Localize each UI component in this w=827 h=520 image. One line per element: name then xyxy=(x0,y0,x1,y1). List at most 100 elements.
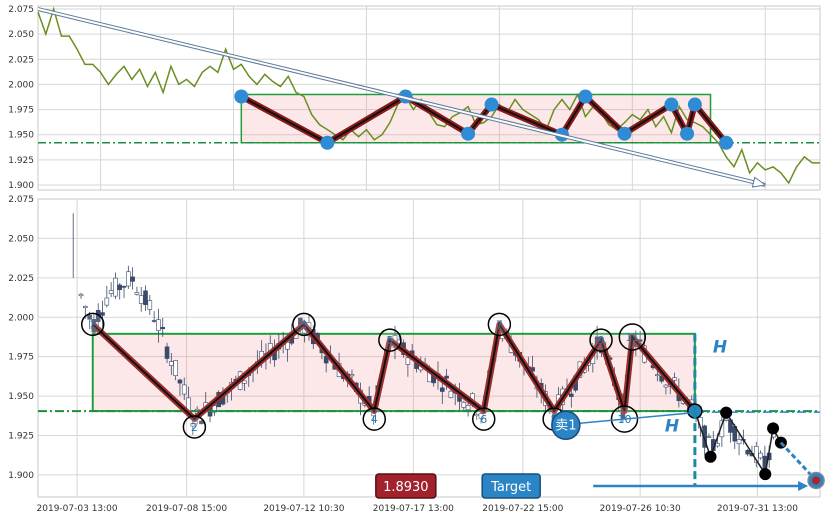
projection-point xyxy=(767,422,780,435)
candle-up xyxy=(448,390,454,398)
sell-label: 卖1 xyxy=(555,418,576,433)
pivot-marker xyxy=(292,312,316,337)
candle-up xyxy=(405,357,411,365)
top-pivot-point xyxy=(578,89,593,104)
pivot-label: 4 xyxy=(371,413,378,426)
candle-up xyxy=(126,271,131,287)
candle-up xyxy=(758,452,763,459)
bottom-y-tick-label: 1.950 xyxy=(8,392,34,402)
candle-down xyxy=(151,320,157,322)
pivot-label: 3 xyxy=(300,318,307,331)
x-tick-label: 2019-07-22 15:00 xyxy=(482,504,563,514)
candle-up xyxy=(715,443,720,447)
candle-up xyxy=(147,300,153,310)
candle-down xyxy=(143,290,148,305)
sell-marker xyxy=(551,410,581,441)
candle-down xyxy=(121,286,127,288)
top-panel-border xyxy=(37,5,821,191)
x-tick-label: 2019-07-12 10:30 xyxy=(263,504,344,514)
target-box xyxy=(481,473,541,499)
bottom-y-tick-label: 2.075 xyxy=(8,195,34,205)
candle-up xyxy=(83,305,88,308)
target-arrow-head xyxy=(798,480,809,491)
pivot-marker xyxy=(471,407,496,431)
candle-down xyxy=(160,327,166,330)
pivot-marker xyxy=(618,323,647,351)
bottom-zigzag-inner xyxy=(92,321,696,421)
bottom-candlestick-panel: 2019-07-03 13:00 2019-07-08 15:00 2019-07-… xyxy=(8,195,825,514)
top-y-tick-label: 1.900 xyxy=(8,181,34,191)
candle-down xyxy=(702,425,707,448)
candle-up xyxy=(169,361,174,366)
candle-up xyxy=(461,402,467,408)
pivot-marker xyxy=(80,312,105,337)
candle-down xyxy=(164,346,170,359)
top-consolidation-rectangle xyxy=(240,93,712,144)
candle-up xyxy=(212,405,217,413)
x-tick-label: 2019-07-03 13:00 xyxy=(37,504,118,514)
top-y-tick-label: 2.000 xyxy=(8,80,34,90)
candle-up xyxy=(478,413,484,419)
pivot-label: 6 xyxy=(480,413,487,426)
top-trend-arrow-shaft xyxy=(37,8,766,186)
candle-up xyxy=(349,374,355,377)
top-pivot-point xyxy=(719,135,734,150)
candle-down xyxy=(117,284,123,291)
pivot-marker xyxy=(487,312,512,337)
bottom-y-tick-label: 2.050 xyxy=(8,234,34,244)
pivot-label: 1 xyxy=(89,318,96,331)
pivot-marker xyxy=(378,328,402,352)
top-y-tick-label: 2.050 xyxy=(8,30,34,40)
candle-up xyxy=(663,384,669,388)
candle-up xyxy=(134,292,140,295)
candle-up xyxy=(108,290,114,294)
top-trend-arrow-head xyxy=(751,176,767,188)
candle-down xyxy=(439,387,445,392)
bottom-y-tick-label: 2.025 xyxy=(8,274,34,284)
candle-down xyxy=(87,314,92,320)
candle-up xyxy=(465,405,471,411)
height-label-lower: H xyxy=(665,417,679,437)
target-price-box xyxy=(375,473,437,499)
top-pivot-point xyxy=(687,97,702,112)
top-pivot-point xyxy=(484,97,499,112)
pivot-marker xyxy=(182,415,207,439)
top-price-panel: 1.900 1.925 1.950 1.975 2.000 2.025 2.050 2.075 xyxy=(8,5,821,191)
top-pivot-point xyxy=(664,97,679,112)
candle-up xyxy=(138,295,144,304)
x-tick-label: 2019-07-31 13:00 xyxy=(717,504,798,514)
top-pivot-point xyxy=(234,89,249,104)
pivot-label: 7 xyxy=(496,318,503,331)
x-tick-label: 2019-07-26 10:30 xyxy=(600,504,681,514)
top-y-tick-label: 2.075 xyxy=(8,5,34,15)
x-tick-label: 2019-07-08 15:00 xyxy=(146,504,227,514)
projection-point xyxy=(704,450,717,463)
candle-up xyxy=(78,293,84,297)
candle-up xyxy=(104,297,110,306)
bottom-y-tick-label: 1.975 xyxy=(8,353,34,363)
candle-up xyxy=(113,277,118,297)
projection-point xyxy=(720,406,733,419)
candle-down xyxy=(199,420,204,425)
candle-up xyxy=(190,422,196,427)
pivot-label: 9 xyxy=(598,334,605,347)
candle-down xyxy=(745,450,750,455)
bottom-y-tick-label: 1.900 xyxy=(8,471,34,481)
candle-up xyxy=(181,384,187,395)
candle-up xyxy=(753,446,759,463)
candle-down xyxy=(569,393,574,397)
candle-up xyxy=(736,439,742,445)
pivot-marker xyxy=(589,328,613,352)
candle-up xyxy=(723,418,729,421)
bottom-y-tick-label: 2.000 xyxy=(8,313,34,323)
top-y-tick-label: 1.975 xyxy=(8,106,34,116)
height-label-upper: H xyxy=(713,338,727,358)
top-pivot-point xyxy=(680,126,695,141)
candle-down xyxy=(177,379,183,384)
candle-up xyxy=(173,360,178,376)
candle-up xyxy=(672,377,677,381)
candle-up xyxy=(242,380,247,384)
candle-down xyxy=(100,312,105,316)
top-pivot-point xyxy=(320,135,335,150)
top-plot-area xyxy=(38,6,820,190)
